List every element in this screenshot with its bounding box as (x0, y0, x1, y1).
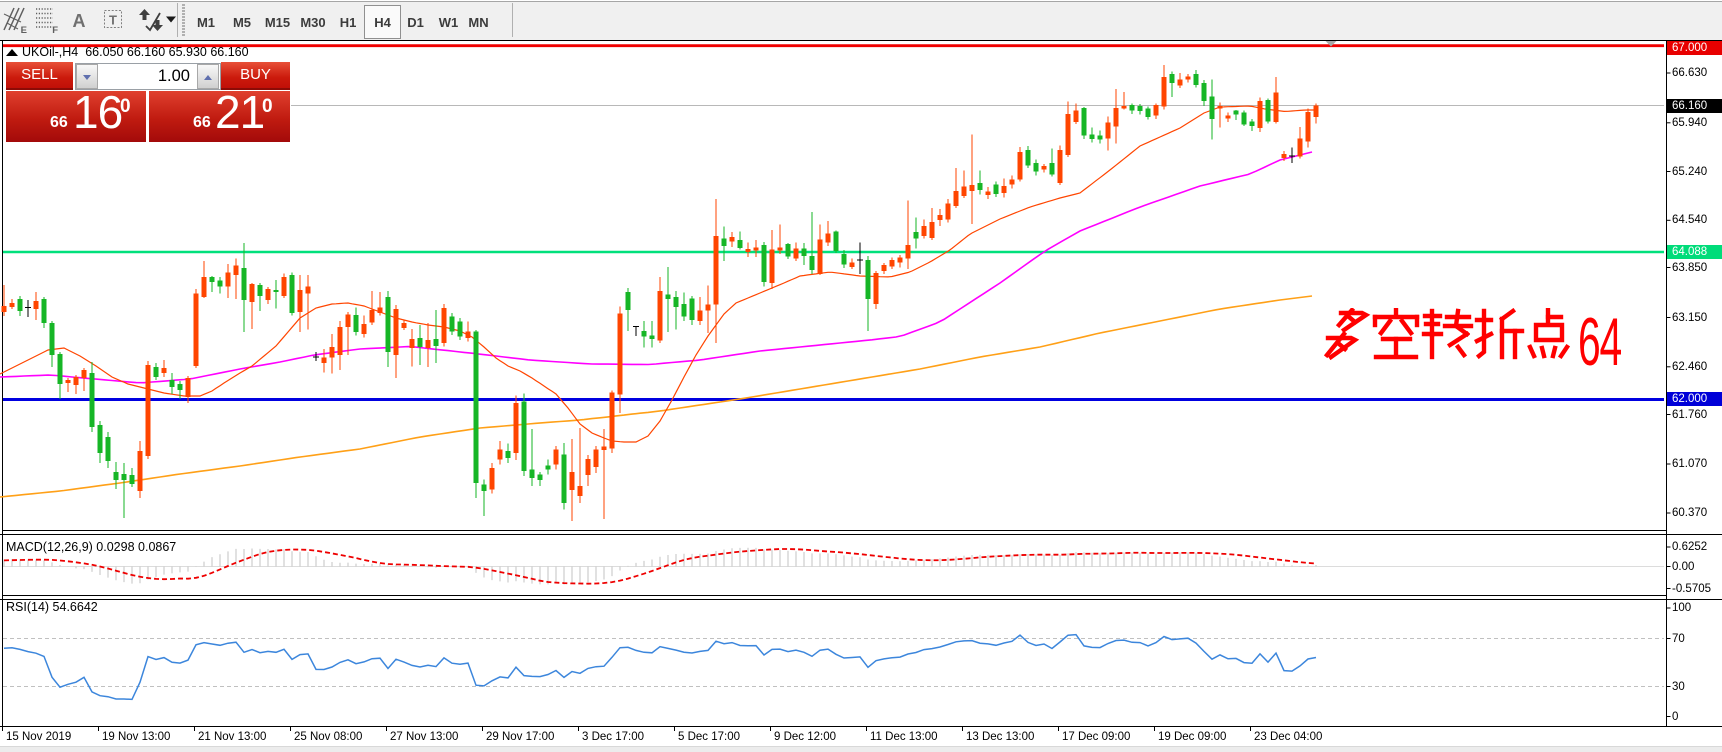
svg-text:A: A (73, 11, 86, 31)
svg-text:T: T (109, 13, 117, 28)
svg-text:F: F (52, 25, 58, 36)
svg-text:E: E (21, 25, 27, 36)
